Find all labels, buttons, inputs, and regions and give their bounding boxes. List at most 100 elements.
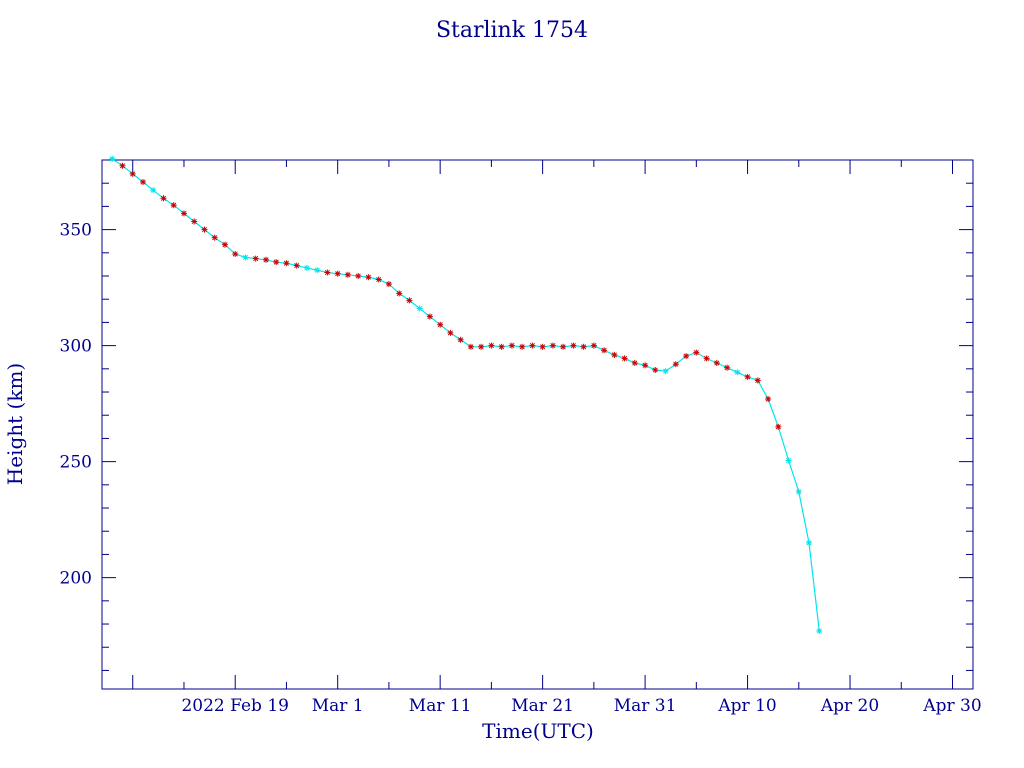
x-tick-label: Mar 31: [614, 696, 677, 716]
data-point: [570, 342, 577, 349]
data-point-stroke: [611, 352, 617, 358]
data-point: [355, 273, 362, 279]
y-axis: 200 250 300 350: [60, 159, 973, 671]
data-point: [375, 276, 382, 283]
data-point: [519, 343, 526, 350]
data-point-stroke: [242, 254, 249, 260]
data-point-stroke: [140, 179, 146, 185]
data-point-stroke: [755, 377, 761, 383]
data-point-stroke: [683, 353, 689, 359]
data-point-stroke: [376, 276, 382, 283]
y-tick-label: 350: [60, 221, 92, 241]
data-point-stroke: [304, 265, 310, 271]
data-point-stroke: [283, 260, 289, 266]
data-point-stroke: [786, 457, 792, 464]
x-tick-label: Apr 30: [922, 696, 981, 716]
data-point: [170, 202, 177, 209]
data-point-stroke: [396, 290, 402, 296]
data-point-stroke: [560, 344, 566, 350]
y-axis-label: Height (km): [3, 363, 27, 485]
data-point: [549, 342, 556, 349]
data-point-stroke: [335, 271, 341, 277]
data-point-stroke: [191, 218, 197, 225]
data-point: [201, 226, 208, 233]
y-tick-label: 200: [60, 569, 92, 589]
data-point: [754, 377, 761, 384]
y-tick-label: 250: [60, 453, 92, 473]
data-point-stroke: [663, 368, 669, 374]
data-point: [365, 274, 372, 281]
data-point: [457, 336, 464, 343]
x-axis: 2022 Feb 19 Mar 1 Mar 11 Mar 21 Mar 31 Apr 10…: [132, 160, 982, 716]
data-point: [396, 290, 403, 297]
x-tick-label: Apr 20: [820, 696, 879, 716]
data-point: [293, 262, 300, 269]
series-markers: [109, 155, 823, 634]
data-point-stroke: [714, 360, 720, 366]
data-point-stroke: [386, 281, 392, 287]
data-point-stroke: [160, 195, 167, 201]
x-tick-label: Mar 21: [511, 696, 574, 716]
data-point-stroke: [109, 156, 115, 162]
data-point: [662, 368, 669, 375]
data-point: [222, 241, 228, 248]
chart-title: Starlink 1754: [436, 18, 588, 43]
data-point: [129, 170, 136, 177]
data-point: [765, 396, 772, 402]
data-point: [252, 255, 259, 262]
data-point-stroke: [704, 355, 710, 361]
data-point: [467, 343, 474, 350]
data-point-stroke: [458, 337, 464, 343]
data-point: [283, 260, 290, 267]
data-point: [724, 364, 731, 371]
data-point: [734, 369, 741, 376]
data-point-stroke: [806, 540, 812, 546]
x-tick-label: Apr 10: [717, 696, 776, 716]
data-point-stroke: [150, 187, 156, 193]
data-point: [160, 195, 167, 202]
data-point-stroke: [468, 344, 474, 350]
data-point-stroke: [171, 202, 177, 208]
data-point: [385, 281, 392, 288]
data-point: [642, 362, 649, 369]
data-point: [539, 343, 546, 350]
data-point-stroke: [130, 171, 136, 177]
data-point: [590, 342, 597, 349]
data-point: [703, 355, 710, 362]
data-point-stroke: [816, 628, 822, 634]
data-point-stroke: [345, 272, 351, 278]
data-point: [344, 271, 351, 278]
data-point: [508, 342, 515, 349]
data-point-stroke: [724, 365, 730, 371]
data-point: [785, 457, 792, 464]
data-point: [611, 351, 618, 358]
data-point: [119, 162, 126, 169]
data-point: [437, 321, 444, 328]
data-point-stroke: [488, 343, 494, 349]
data-point: [150, 187, 157, 194]
data-point-stroke: [642, 362, 648, 368]
data-point-stroke: [365, 274, 371, 280]
data-point: [242, 254, 249, 261]
data-point: [191, 218, 198, 225]
data-point: [273, 259, 280, 266]
data-point-stroke: [601, 347, 607, 353]
data-point: [795, 488, 802, 495]
data-point: [672, 361, 679, 368]
data-point-stroke: [263, 257, 269, 263]
y-tick-label: 300: [60, 337, 92, 357]
data-point-stroke: [447, 330, 453, 336]
data-point-stroke: [119, 163, 126, 169]
data-point-stroke: [232, 251, 238, 257]
data-point-stroke: [622, 355, 628, 361]
data-point: [478, 343, 485, 350]
data-point-stroke: [499, 344, 505, 350]
data-point-stroke: [427, 314, 433, 320]
data-point: [693, 349, 700, 356]
data-point-stroke: [253, 256, 259, 262]
series-line: [111, 158, 820, 632]
data-point: [211, 234, 218, 241]
data-point: [713, 360, 720, 366]
data-point-stroke: [570, 343, 576, 349]
data-point-stroke: [673, 361, 679, 367]
